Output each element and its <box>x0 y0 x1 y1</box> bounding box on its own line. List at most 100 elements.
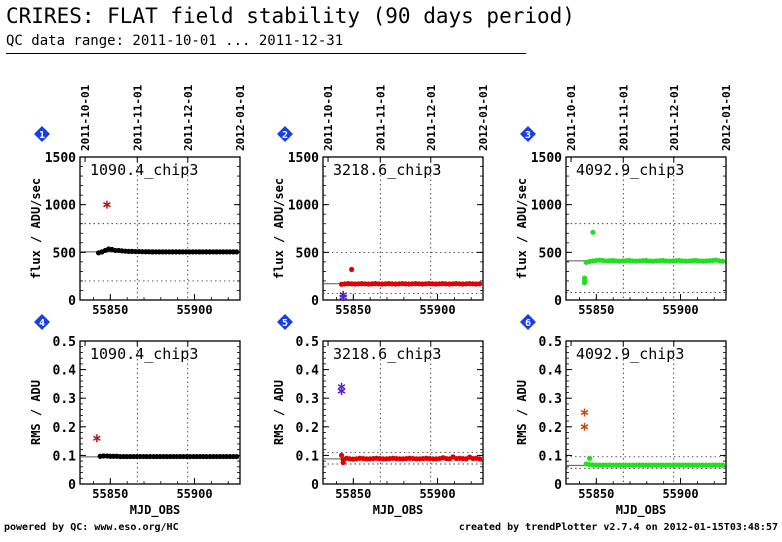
x-axis-label: MJD_OBS <box>130 503 181 518</box>
data-point <box>349 266 355 273</box>
top-date-label: 2011-11-01 <box>131 84 144 151</box>
panel-number-label: 3 <box>525 130 531 141</box>
panel-number-badge <box>34 314 50 330</box>
y-tick-label: 0.3 <box>539 392 562 407</box>
panel-number-label: 2 <box>282 130 288 141</box>
y-tick-label: 0.4 <box>53 364 77 379</box>
footer-created-by: created by trendPlotter v2.7.4 on 2012-0… <box>458 522 778 533</box>
top-date-label: 2011-12-01 <box>182 84 195 151</box>
y-tick-label: 1500 <box>45 151 76 166</box>
panel-number-badge <box>277 314 293 330</box>
y-tick-label: 0.1 <box>296 449 320 464</box>
y-tick-label: 0.3 <box>53 392 76 407</box>
y-tick-label: 0 <box>554 294 562 309</box>
x-axis-label: MJD_OBS <box>616 503 667 518</box>
plot-frame <box>565 340 727 485</box>
y-tick-label: 0 <box>68 478 76 493</box>
top-date-label: 2011-10-01 <box>565 84 578 151</box>
outlier-marker <box>580 422 589 431</box>
y-tick-label: 500 <box>53 246 77 261</box>
y-tick-label: 0.5 <box>296 335 319 350</box>
y-tick-label: 0.3 <box>296 392 319 407</box>
panel-1: 0 500 1000 1500 55850 55900 2011-10-01 2011-11-… <box>29 84 247 317</box>
panel-number-label: 6 <box>525 318 531 329</box>
outlier-stroke <box>580 409 589 416</box>
y-tick-label: 0 <box>311 294 319 309</box>
data-point <box>234 249 240 255</box>
y-tick-label: 0.5 <box>53 335 76 350</box>
plot-frame <box>79 156 241 301</box>
y-axis-label: RMS / ADU <box>29 380 43 445</box>
y-tick-label: 0.2 <box>539 421 562 436</box>
top-date-label: 2012-01-01 <box>477 84 490 151</box>
panel-setting-label: 4092.9_chip3 <box>576 345 684 363</box>
y-tick-label: 1000 <box>531 199 562 214</box>
y-tick-label: 0 <box>68 294 76 309</box>
x-tick-label: 55900 <box>662 303 698 317</box>
data-point <box>477 456 483 462</box>
panel-number-badge <box>277 126 293 142</box>
data-point <box>720 258 726 264</box>
plot-frame <box>322 156 484 301</box>
x-tick-label: 55900 <box>662 487 698 501</box>
y-tick-label: 500 <box>296 246 320 261</box>
panel-number-label: 5 <box>282 318 288 329</box>
outlier-stroke <box>337 388 346 394</box>
data-point <box>586 455 593 461</box>
panel-5: 0 0.1 0.2 0.3 0.4 0.5 55850 55900 RMS / ADU MJD_O… <box>272 314 484 518</box>
y-tick-label: 0 <box>311 478 319 493</box>
panel-setting-label: 1090.4_chip3 <box>90 345 198 363</box>
y-tick-label: 0.4 <box>296 364 320 379</box>
y-axis-label: RMS / ADU <box>272 380 286 445</box>
outlier-marker <box>103 200 111 209</box>
top-date-label: 2011-12-01 <box>425 84 438 151</box>
data-point <box>338 452 345 458</box>
x-tick-label: 55900 <box>176 487 212 501</box>
page-subtitle: QC data range: 2011-10-01 ... 2011-12-31 <box>6 33 344 49</box>
x-axis-label: MJD_OBS <box>373 503 424 518</box>
data-point <box>477 281 483 287</box>
y-tick-label: 0.5 <box>539 335 562 350</box>
plot-frame <box>322 340 484 485</box>
y-tick-label: 0.4 <box>539 364 563 379</box>
panel-number-badge <box>520 126 536 142</box>
x-tick-label: 55850 <box>335 487 371 501</box>
data-point <box>234 453 240 460</box>
panel-3: 0 500 1000 1500 55850 55900 2011-10-01 2011-11-… <box>515 84 733 317</box>
outlier-stroke <box>337 384 346 390</box>
data-point <box>340 459 346 466</box>
data-point <box>720 462 726 468</box>
title-rule <box>6 53 526 54</box>
y-tick-label: 0.1 <box>53 449 77 464</box>
y-tick-label: 500 <box>539 246 563 261</box>
panel-number-label: 4 <box>39 318 45 329</box>
panel-2: 0 500 1000 1500 55850 55900 2011-10-01 2011-11-… <box>272 84 490 317</box>
y-tick-label: 1500 <box>531 151 562 166</box>
outlier-stroke <box>339 292 348 298</box>
outlier-marker <box>92 434 101 443</box>
footer-powered-by: powered by QC: www.eso.org/HC <box>4 522 179 533</box>
y-axis-label: flux / ADU/sec <box>272 178 286 279</box>
panel-setting-label: 4092.9_chip3 <box>576 161 684 179</box>
top-date-label: 2011-10-01 <box>322 84 335 151</box>
top-date-label: 2012-01-01 <box>720 84 733 151</box>
outlier-marker <box>337 387 346 396</box>
top-date-label: 2011-11-01 <box>617 84 630 151</box>
y-tick-label: 1000 <box>45 199 76 214</box>
outlier-marker <box>339 290 348 299</box>
data-point <box>581 280 588 286</box>
x-tick-label: 55900 <box>419 303 455 317</box>
x-tick-label: 55850 <box>92 303 128 317</box>
panel-number-badge <box>520 314 536 330</box>
y-tick-label: 0.2 <box>296 421 319 436</box>
panel-4: 0 0.1 0.2 0.3 0.4 0.5 55850 55900 RMS / ADU MJD_O… <box>29 314 241 518</box>
top-date-label: 2011-11-01 <box>374 84 387 151</box>
y-tick-label: 0.2 <box>53 421 76 436</box>
y-axis-label: flux / ADU/sec <box>515 178 529 279</box>
y-tick-label: 1500 <box>288 151 319 166</box>
panel-setting-label: 3218.6_chip3 <box>333 161 441 179</box>
outlier-marker <box>580 408 589 417</box>
page-title: CRIRES: FLAT field stability (90 days pe… <box>6 4 575 28</box>
y-tick-label: 1000 <box>288 199 319 214</box>
x-tick-label: 55850 <box>92 487 128 501</box>
